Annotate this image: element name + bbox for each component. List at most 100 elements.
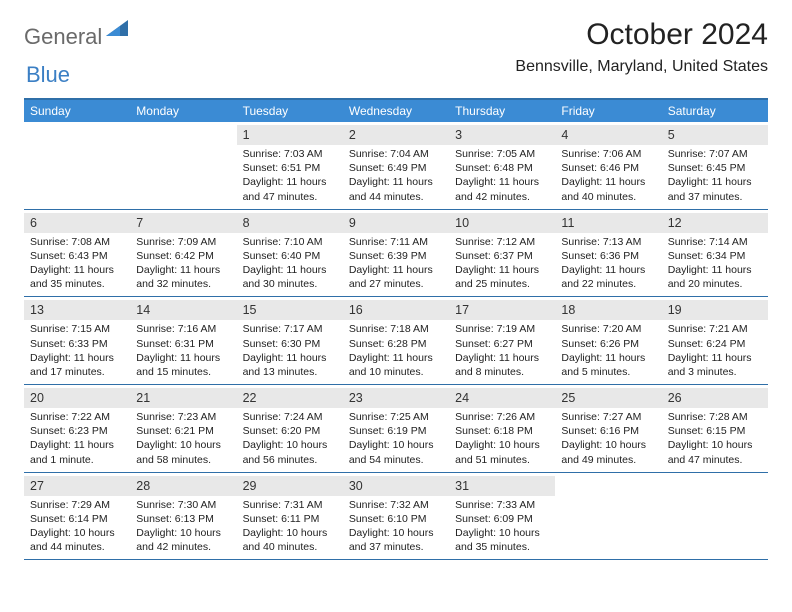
cell-line-sunrise: Sunrise: 7:19 AM xyxy=(455,322,549,336)
daynum-row: 15 xyxy=(237,300,343,320)
cell-line-daylight1: Daylight: 11 hours xyxy=(243,175,337,189)
day-cell: 11Sunrise: 7:13 AMSunset: 6:36 PMDayligh… xyxy=(555,210,661,297)
cell-line-daylight2: and 5 minutes. xyxy=(561,365,655,379)
cell-line-daylight1: Daylight: 11 hours xyxy=(668,351,762,365)
empty-cell xyxy=(555,473,661,560)
cell-line-daylight2: and 42 minutes. xyxy=(136,540,230,554)
cell-line-daylight1: Daylight: 11 hours xyxy=(349,263,443,277)
daynum-row: 7 xyxy=(130,213,236,233)
cell-line-daylight2: and 42 minutes. xyxy=(455,190,549,204)
day-cell: 25Sunrise: 7:27 AMSunset: 6:16 PMDayligh… xyxy=(555,385,661,472)
cell-line-sunset: Sunset: 6:43 PM xyxy=(30,249,124,263)
cell-line-sunset: Sunset: 6:09 PM xyxy=(455,512,549,526)
day-header-cell: Tuesday xyxy=(237,100,343,122)
day-cell: 21Sunrise: 7:23 AMSunset: 6:21 PMDayligh… xyxy=(130,385,236,472)
daynum-row: 29 xyxy=(237,476,343,496)
daynum-row: 16 xyxy=(343,300,449,320)
day-number: 3 xyxy=(455,128,462,142)
day-cell: 9Sunrise: 7:11 AMSunset: 6:39 PMDaylight… xyxy=(343,210,449,297)
daynum-row: 22 xyxy=(237,388,343,408)
cell-line-daylight1: Daylight: 10 hours xyxy=(243,526,337,540)
day-cell: 17Sunrise: 7:19 AMSunset: 6:27 PMDayligh… xyxy=(449,297,555,384)
cell-line-sunrise: Sunrise: 7:13 AM xyxy=(561,235,655,249)
day-number: 16 xyxy=(349,303,363,317)
week-row: 1Sunrise: 7:03 AMSunset: 6:51 PMDaylight… xyxy=(24,122,768,210)
cell-line-daylight1: Daylight: 10 hours xyxy=(455,526,549,540)
daynum-row: 30 xyxy=(343,476,449,496)
cell-line-sunset: Sunset: 6:26 PM xyxy=(561,337,655,351)
cell-line-sunrise: Sunrise: 7:14 AM xyxy=(668,235,762,249)
day-number: 19 xyxy=(668,303,682,317)
day-number: 2 xyxy=(349,128,356,142)
week-row: 13Sunrise: 7:15 AMSunset: 6:33 PMDayligh… xyxy=(24,297,768,385)
day-number: 9 xyxy=(349,216,356,230)
day-cell: 3Sunrise: 7:05 AMSunset: 6:48 PMDaylight… xyxy=(449,122,555,209)
cell-line-daylight1: Daylight: 10 hours xyxy=(30,526,124,540)
day-number: 21 xyxy=(136,391,150,405)
day-number: 11 xyxy=(561,216,574,230)
cell-line-sunrise: Sunrise: 7:27 AM xyxy=(561,410,655,424)
cell-line-sunset: Sunset: 6:10 PM xyxy=(349,512,443,526)
day-number: 26 xyxy=(668,391,682,405)
daynum-row: 5 xyxy=(662,125,768,145)
cell-line-daylight1: Daylight: 10 hours xyxy=(136,526,230,540)
cell-line-daylight1: Daylight: 11 hours xyxy=(30,263,124,277)
cell-line-sunrise: Sunrise: 7:26 AM xyxy=(455,410,549,424)
day-number: 7 xyxy=(136,216,143,230)
cell-line-daylight2: and 47 minutes. xyxy=(243,190,337,204)
cell-line-daylight1: Daylight: 11 hours xyxy=(136,263,230,277)
cell-line-daylight1: Daylight: 11 hours xyxy=(349,175,443,189)
cell-line-sunset: Sunset: 6:14 PM xyxy=(30,512,124,526)
cell-line-daylight2: and 1 minute. xyxy=(30,453,124,467)
day-header-cell: Sunday xyxy=(24,100,130,122)
cell-line-daylight1: Daylight: 10 hours xyxy=(243,438,337,452)
cell-line-sunset: Sunset: 6:13 PM xyxy=(136,512,230,526)
cell-line-sunrise: Sunrise: 7:07 AM xyxy=(668,147,762,161)
cell-line-sunrise: Sunrise: 7:12 AM xyxy=(455,235,549,249)
day-number: 10 xyxy=(455,216,469,230)
day-cell: 27Sunrise: 7:29 AMSunset: 6:14 PMDayligh… xyxy=(24,473,130,560)
cell-line-sunset: Sunset: 6:16 PM xyxy=(561,424,655,438)
cell-line-sunset: Sunset: 6:30 PM xyxy=(243,337,337,351)
cell-line-sunset: Sunset: 6:37 PM xyxy=(455,249,549,263)
cell-line-sunrise: Sunrise: 7:10 AM xyxy=(243,235,337,249)
day-number: 29 xyxy=(243,479,257,493)
daynum-row: 2 xyxy=(343,125,449,145)
cell-line-daylight2: and 40 minutes. xyxy=(243,540,337,554)
daynum-row: 11 xyxy=(555,213,661,233)
cell-line-sunrise: Sunrise: 7:23 AM xyxy=(136,410,230,424)
daynum-row: 26 xyxy=(662,388,768,408)
empty-cell xyxy=(24,122,130,209)
location-text: Bennsville, Maryland, United States xyxy=(515,58,768,76)
day-number: 8 xyxy=(243,216,250,230)
day-cell: 12Sunrise: 7:14 AMSunset: 6:34 PMDayligh… xyxy=(662,210,768,297)
cell-line-sunset: Sunset: 6:31 PM xyxy=(136,337,230,351)
cell-line-sunrise: Sunrise: 7:24 AM xyxy=(243,410,337,424)
cell-line-daylight1: Daylight: 11 hours xyxy=(136,351,230,365)
day-cell: 2Sunrise: 7:04 AMSunset: 6:49 PMDaylight… xyxy=(343,122,449,209)
day-number: 20 xyxy=(30,391,44,405)
day-header-row: SundayMondayTuesdayWednesdayThursdayFrid… xyxy=(24,100,768,122)
cell-line-daylight1: Daylight: 11 hours xyxy=(455,175,549,189)
cell-line-daylight2: and 49 minutes. xyxy=(561,453,655,467)
cell-line-daylight1: Daylight: 11 hours xyxy=(30,351,124,365)
daynum-row: 1 xyxy=(237,125,343,145)
cell-line-daylight2: and 17 minutes. xyxy=(30,365,124,379)
cell-line-daylight2: and 3 minutes. xyxy=(668,365,762,379)
day-number: 24 xyxy=(455,391,469,405)
cell-line-daylight1: Daylight: 11 hours xyxy=(561,175,655,189)
cell-line-daylight2: and 47 minutes. xyxy=(668,453,762,467)
day-number: 23 xyxy=(349,391,363,405)
daynum-row: 19 xyxy=(662,300,768,320)
cell-line-daylight1: Daylight: 10 hours xyxy=(455,438,549,452)
title-block: October 2024 Bennsville, Maryland, Unite… xyxy=(515,18,768,76)
day-cell: 1Sunrise: 7:03 AMSunset: 6:51 PMDaylight… xyxy=(237,122,343,209)
day-header-cell: Monday xyxy=(130,100,236,122)
cell-line-daylight1: Daylight: 11 hours xyxy=(561,263,655,277)
daynum-row: 27 xyxy=(24,476,130,496)
cell-line-sunrise: Sunrise: 7:16 AM xyxy=(136,322,230,336)
week-row: 27Sunrise: 7:29 AMSunset: 6:14 PMDayligh… xyxy=(24,473,768,561)
daynum-row: 17 xyxy=(449,300,555,320)
day-number: 31 xyxy=(455,479,469,493)
day-cell: 10Sunrise: 7:12 AMSunset: 6:37 PMDayligh… xyxy=(449,210,555,297)
